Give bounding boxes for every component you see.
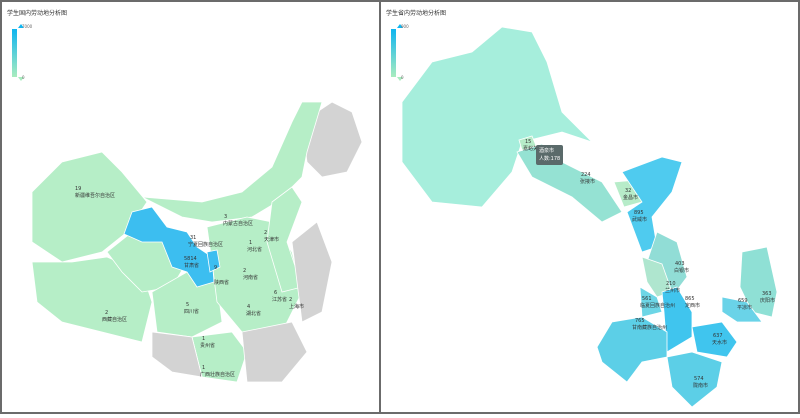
label-name: 陇南市 xyxy=(693,382,708,389)
label-name: 西藏自治区 xyxy=(102,316,127,323)
tooltip-city: 酒泉市 xyxy=(539,148,555,154)
label-name: 武威市 xyxy=(632,216,647,223)
label-name: 临夏回族自治州 xyxy=(640,302,675,309)
label-name: 甘南藏族自治州 xyxy=(632,324,667,331)
label-name: 白银市 xyxy=(674,267,689,274)
left-visual-map-legend[interactable]: 7000 0 xyxy=(10,24,33,84)
legend-min-label: 0 xyxy=(22,75,25,80)
label-name: 定西市 xyxy=(685,302,700,309)
label-name: 贵州省 xyxy=(200,342,215,349)
label-name: 庆阳市 xyxy=(760,297,775,304)
legend-max-label: 7000 xyxy=(22,24,33,29)
region-xizang[interactable] xyxy=(31,256,153,343)
tooltip-count: 人数:178 xyxy=(539,156,561,162)
label-name: 河南省 xyxy=(243,274,258,281)
label-name: 甘肃省 xyxy=(184,262,199,269)
label-value: 1 xyxy=(202,336,205,342)
label-name: 天水市 xyxy=(712,339,727,346)
region-labels: 19 新疆维吾尔自治区 2 西藏自治区 31 宁夏回族自治区 5814 甘肃省 … xyxy=(75,186,304,378)
region-jiuquan[interactable] xyxy=(401,26,593,208)
label-value: 210 xyxy=(666,281,676,287)
label-value: 3 xyxy=(224,214,227,220)
label-value: 15 xyxy=(525,139,531,145)
china-map-panel: 学生国内劳动地分析图 7000 0 19 新疆维吾尔自治区 2 xyxy=(0,0,381,414)
gansu-map: 15 嘉峪关市 224 张掖市 32 金昌市 895 武威市 403 白银市 2… xyxy=(401,26,778,408)
region-dingxi[interactable] xyxy=(661,286,693,353)
legend-gradient-bar[interactable] xyxy=(391,29,396,77)
label-value: 2 xyxy=(105,310,108,316)
label-value: 1 xyxy=(202,365,205,371)
city-labels: 15 嘉峪关市 224 张掖市 32 金昌市 895 武威市 403 白银市 2… xyxy=(523,139,775,389)
label-name: 金昌市 xyxy=(623,194,638,201)
label-value: 5 xyxy=(186,302,189,308)
gansu-map-panel: 学生省内劳动地分析图 900 0 15 嘉峪关市 224 张掖 xyxy=(379,0,800,414)
region-coast-nodata[interactable] xyxy=(291,221,333,323)
label-value: 2 xyxy=(264,230,267,236)
label-name: 内蒙古自治区 xyxy=(223,220,253,227)
left-map-title: 学生国内劳动地分析图 xyxy=(7,10,68,17)
label-value: 31 xyxy=(190,235,196,241)
region-gannan[interactable] xyxy=(596,316,668,383)
region-longnan[interactable] xyxy=(666,351,723,408)
region-ningxia[interactable] xyxy=(206,249,221,273)
legend-min-handle[interactable] xyxy=(18,77,24,81)
label-name: 天津市 xyxy=(264,236,279,243)
label-value: 403 xyxy=(675,261,685,267)
region-northeast[interactable] xyxy=(301,101,363,178)
label-value: 1 xyxy=(249,240,252,246)
region-zhangye[interactable] xyxy=(516,143,623,223)
region-south-nodata[interactable] xyxy=(241,321,308,383)
label-value: 895 xyxy=(634,210,644,216)
label-value: 659 xyxy=(738,298,748,304)
label-value: 865 xyxy=(685,296,695,302)
label-name: 河北省 xyxy=(247,246,262,253)
right-visual-map-legend[interactable]: 900 0 xyxy=(389,24,409,84)
china-map: 19 新疆维吾尔自治区 2 西藏自治区 31 宁夏回族自治区 5814 甘肃省 … xyxy=(31,101,363,383)
label-value: 2 xyxy=(243,268,246,274)
right-map-title: 学生省内劳动地分析图 xyxy=(386,10,447,17)
legend-max-handle[interactable] xyxy=(397,24,403,28)
region-qingyang[interactable] xyxy=(739,246,778,318)
label-value: 5814 xyxy=(184,256,197,262)
label-value: 574 xyxy=(694,376,704,382)
legend-gradient-bar[interactable] xyxy=(12,29,17,77)
region-pingliang[interactable] xyxy=(721,296,763,323)
legend-min-handle[interactable] xyxy=(397,77,403,81)
legend-min-label: 0 xyxy=(401,75,404,80)
legend-max-handle[interactable] xyxy=(18,24,24,28)
region-tianshui[interactable] xyxy=(691,321,738,358)
label-name: 上海市 xyxy=(289,303,304,310)
label-value: 19 xyxy=(75,186,81,192)
region-wuwei[interactable] xyxy=(621,156,683,253)
region-yunnan-nodata[interactable] xyxy=(151,331,203,378)
label-value: 363 xyxy=(762,291,772,297)
label-value: 32 xyxy=(625,188,631,194)
label-name: 张掖市 xyxy=(580,178,595,185)
legend-max-label: 900 xyxy=(401,24,409,29)
label-value: 6 xyxy=(274,290,277,296)
label-name: 广西壮族自治区 xyxy=(200,371,235,378)
label-name: 陕西省 xyxy=(214,279,229,286)
label-value: 561 xyxy=(642,296,652,302)
label-value: 765 xyxy=(635,318,645,324)
label-name: 四川省 xyxy=(184,308,199,315)
label-name: 宁夏回族自治区 xyxy=(188,241,223,248)
label-value: 224 xyxy=(581,172,591,178)
map-tooltip: 酒泉市 人数:178 xyxy=(536,145,564,165)
region-inner-mongolia[interactable] xyxy=(141,101,323,223)
label-value: 4 xyxy=(247,304,250,310)
region-linxia[interactable] xyxy=(639,286,663,318)
label-name: 嘉峪关市 xyxy=(523,145,543,152)
label-name: 江苏省 xyxy=(272,296,287,303)
label-value: 2 xyxy=(289,297,292,303)
label-value: 9 xyxy=(214,265,217,271)
label-value: 637 xyxy=(713,333,723,339)
label-name: 湖北省 xyxy=(246,310,261,317)
label-name: 新疆维吾尔自治区 xyxy=(75,192,115,199)
label-name: 平凉市 xyxy=(737,304,752,311)
label-name: 兰州市 xyxy=(665,287,680,294)
